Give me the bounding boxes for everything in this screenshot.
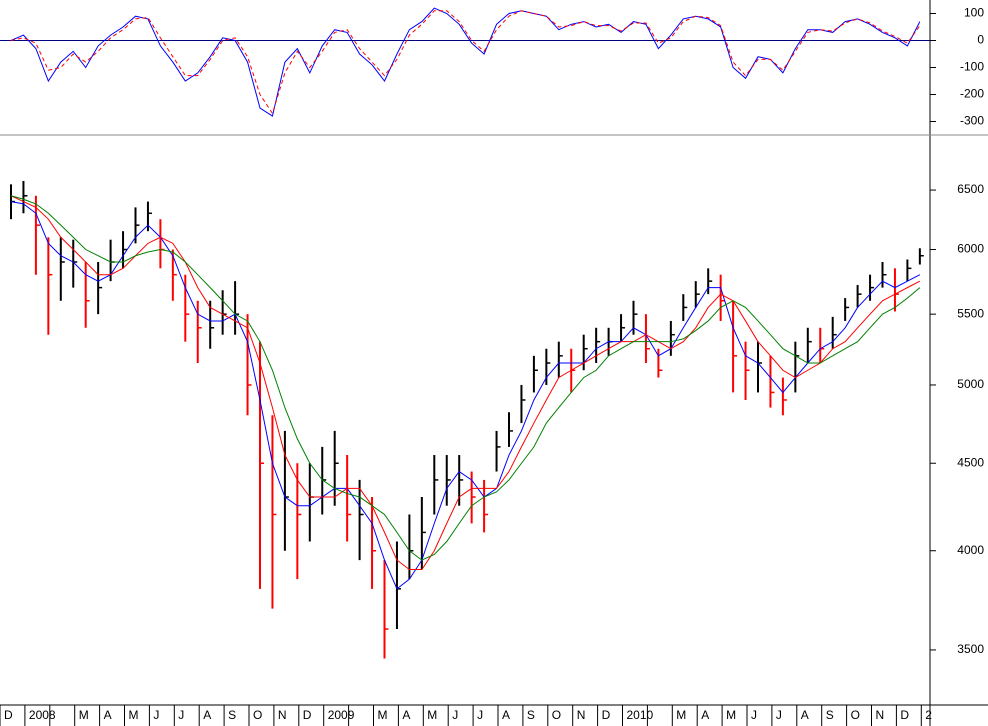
indicator-line [10,195,921,561]
x-tick-label: J [178,708,184,722]
y-tick-label: 6000 [957,242,984,256]
x-tick-label: M [79,708,89,722]
x-tick-label: J [153,708,159,722]
x-tick-label: A [402,708,410,722]
y-tick-label: 100 [964,6,984,20]
x-tick-label: J [776,708,782,722]
x-tick-label: J [751,708,757,722]
y-tick-label: -100 [960,60,984,74]
x-tick-label: D [4,708,13,722]
y-tick-label: 4500 [957,455,984,469]
x-tick-label: D [602,708,611,722]
x-tick-label: N [876,708,885,722]
indicator-line [10,10,921,115]
x-tick-label: O [851,708,860,722]
x-tick-label: M [726,708,736,722]
indicator-line [10,195,921,571]
x-tick-label: 2009 [328,708,355,722]
x-tick-label: J [477,708,483,722]
x-tick-label: D [900,708,909,722]
x-tick-label: O [552,708,561,722]
x-tick-label: A [502,708,510,722]
indicator-line [10,7,921,117]
x-tick-label: M [427,708,437,722]
x-tick-label: M [129,708,139,722]
y-tick-label: 5000 [957,377,984,391]
x-tick-label: 2 [925,708,932,722]
x-tick-label: N [577,708,586,722]
y-tick-label: -300 [960,114,984,128]
x-tick-label: O [253,708,262,722]
x-tick-label: A [701,708,709,722]
y-tick-label: -200 [960,87,984,101]
x-tick-label: N [278,708,287,722]
x-tick-label: 2010 [627,708,654,722]
y-tick-label: 3500 [957,642,984,656]
x-tick-label: D [303,708,312,722]
y-tick-label: 6500 [957,182,984,196]
y-tick-label: 5500 [957,306,984,320]
x-tick-label: S [826,708,834,722]
indicator-line [10,201,921,590]
x-tick-label: A [203,708,211,722]
x-tick-label: J [452,708,458,722]
y-tick-label: 4000 [957,543,984,557]
x-tick-label: S [228,708,236,722]
x-tick-label: A [104,708,112,722]
x-tick-label: 2008 [29,708,56,722]
x-tick-label: S [527,708,535,722]
x-tick-label: M [378,708,388,722]
y-tick-label: 0 [977,33,984,47]
x-tick-label: A [801,708,809,722]
x-tick-label: M [676,708,686,722]
